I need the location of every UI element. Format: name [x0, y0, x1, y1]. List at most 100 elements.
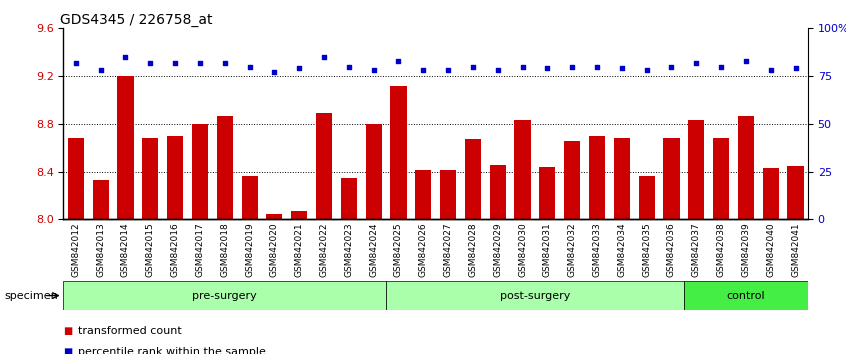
Bar [613, 138, 630, 219]
Text: GSM842023: GSM842023 [344, 223, 354, 277]
Point [367, 68, 381, 73]
Bar [68, 138, 84, 219]
Text: GSM842025: GSM842025 [394, 223, 403, 277]
Text: GSM842012: GSM842012 [71, 223, 80, 277]
Text: GSM842041: GSM842041 [791, 223, 800, 277]
Bar [514, 120, 530, 219]
Point [416, 68, 430, 73]
Point [565, 64, 579, 69]
Text: GSM842013: GSM842013 [96, 223, 105, 277]
Text: post-surgery: post-surgery [500, 291, 570, 301]
Text: GSM842021: GSM842021 [294, 223, 304, 277]
Point [94, 68, 107, 73]
Bar [788, 166, 804, 219]
Text: GSM842027: GSM842027 [443, 223, 453, 277]
Text: GSM842037: GSM842037 [692, 223, 700, 277]
Text: GDS4345 / 226758_at: GDS4345 / 226758_at [60, 13, 212, 27]
Text: GSM842039: GSM842039 [741, 223, 750, 277]
Bar [316, 113, 332, 219]
Bar [386, 281, 684, 310]
Point [118, 54, 132, 60]
Text: specimen: specimen [4, 291, 58, 301]
Bar [217, 115, 233, 219]
Bar [490, 165, 506, 219]
Point [764, 68, 777, 73]
Point [317, 54, 331, 60]
Bar [241, 177, 258, 219]
Text: GSM842022: GSM842022 [320, 223, 328, 277]
Text: GSM842034: GSM842034 [618, 223, 626, 277]
Bar [762, 168, 779, 219]
Point [392, 58, 405, 64]
Text: GSM842015: GSM842015 [146, 223, 155, 277]
Text: GSM842036: GSM842036 [667, 223, 676, 277]
Bar [63, 281, 386, 310]
Bar [639, 177, 655, 219]
Text: GSM842029: GSM842029 [493, 223, 503, 277]
Text: GSM842040: GSM842040 [766, 223, 775, 277]
Bar [118, 76, 134, 219]
Text: ■: ■ [63, 326, 73, 336]
Text: GSM842014: GSM842014 [121, 223, 130, 277]
Point [615, 65, 629, 71]
Text: GSM842031: GSM842031 [543, 223, 552, 277]
Text: GSM842020: GSM842020 [270, 223, 279, 277]
Point [591, 64, 604, 69]
Text: GSM842032: GSM842032 [568, 223, 577, 277]
Point [739, 58, 753, 64]
Bar [390, 86, 407, 219]
Bar [564, 141, 580, 219]
Text: GSM842026: GSM842026 [419, 223, 428, 277]
Bar [415, 171, 431, 219]
Bar [142, 138, 158, 219]
Text: GSM842019: GSM842019 [245, 223, 254, 277]
Point [69, 60, 83, 65]
Point [442, 68, 455, 73]
Bar [341, 178, 357, 219]
Point [640, 68, 653, 73]
Bar [688, 120, 705, 219]
Bar [167, 136, 184, 219]
Bar [92, 180, 109, 219]
Point [689, 60, 703, 65]
Text: GSM842038: GSM842038 [717, 223, 726, 277]
Bar [589, 136, 605, 219]
Point [267, 69, 281, 75]
Text: ■: ■ [63, 347, 73, 354]
Bar [365, 124, 382, 219]
Point [293, 65, 306, 71]
Text: GSM842033: GSM842033 [592, 223, 602, 277]
Point [788, 65, 802, 71]
Text: GSM842017: GSM842017 [195, 223, 205, 277]
Bar [663, 138, 679, 219]
Text: GSM842016: GSM842016 [171, 223, 179, 277]
Point [193, 60, 206, 65]
Point [665, 64, 678, 69]
Bar [738, 115, 754, 219]
Bar [291, 211, 307, 219]
Text: control: control [727, 291, 765, 301]
Bar [440, 171, 456, 219]
Bar [539, 167, 556, 219]
Point [466, 64, 480, 69]
Bar [266, 213, 283, 219]
Point [491, 68, 504, 73]
Text: GSM842035: GSM842035 [642, 223, 651, 277]
Point [516, 64, 530, 69]
Point [541, 65, 554, 71]
Bar [684, 281, 808, 310]
Point [218, 60, 232, 65]
Point [714, 64, 728, 69]
Text: GSM842024: GSM842024 [369, 223, 378, 277]
Bar [464, 139, 481, 219]
Text: GSM842028: GSM842028 [469, 223, 477, 277]
Text: percentile rank within the sample: percentile rank within the sample [78, 347, 266, 354]
Text: transformed count: transformed count [78, 326, 182, 336]
Bar [713, 138, 729, 219]
Bar [192, 124, 208, 219]
Text: GSM842018: GSM842018 [220, 223, 229, 277]
Point [342, 64, 355, 69]
Text: GSM842030: GSM842030 [518, 223, 527, 277]
Point [243, 64, 256, 69]
Point [144, 60, 157, 65]
